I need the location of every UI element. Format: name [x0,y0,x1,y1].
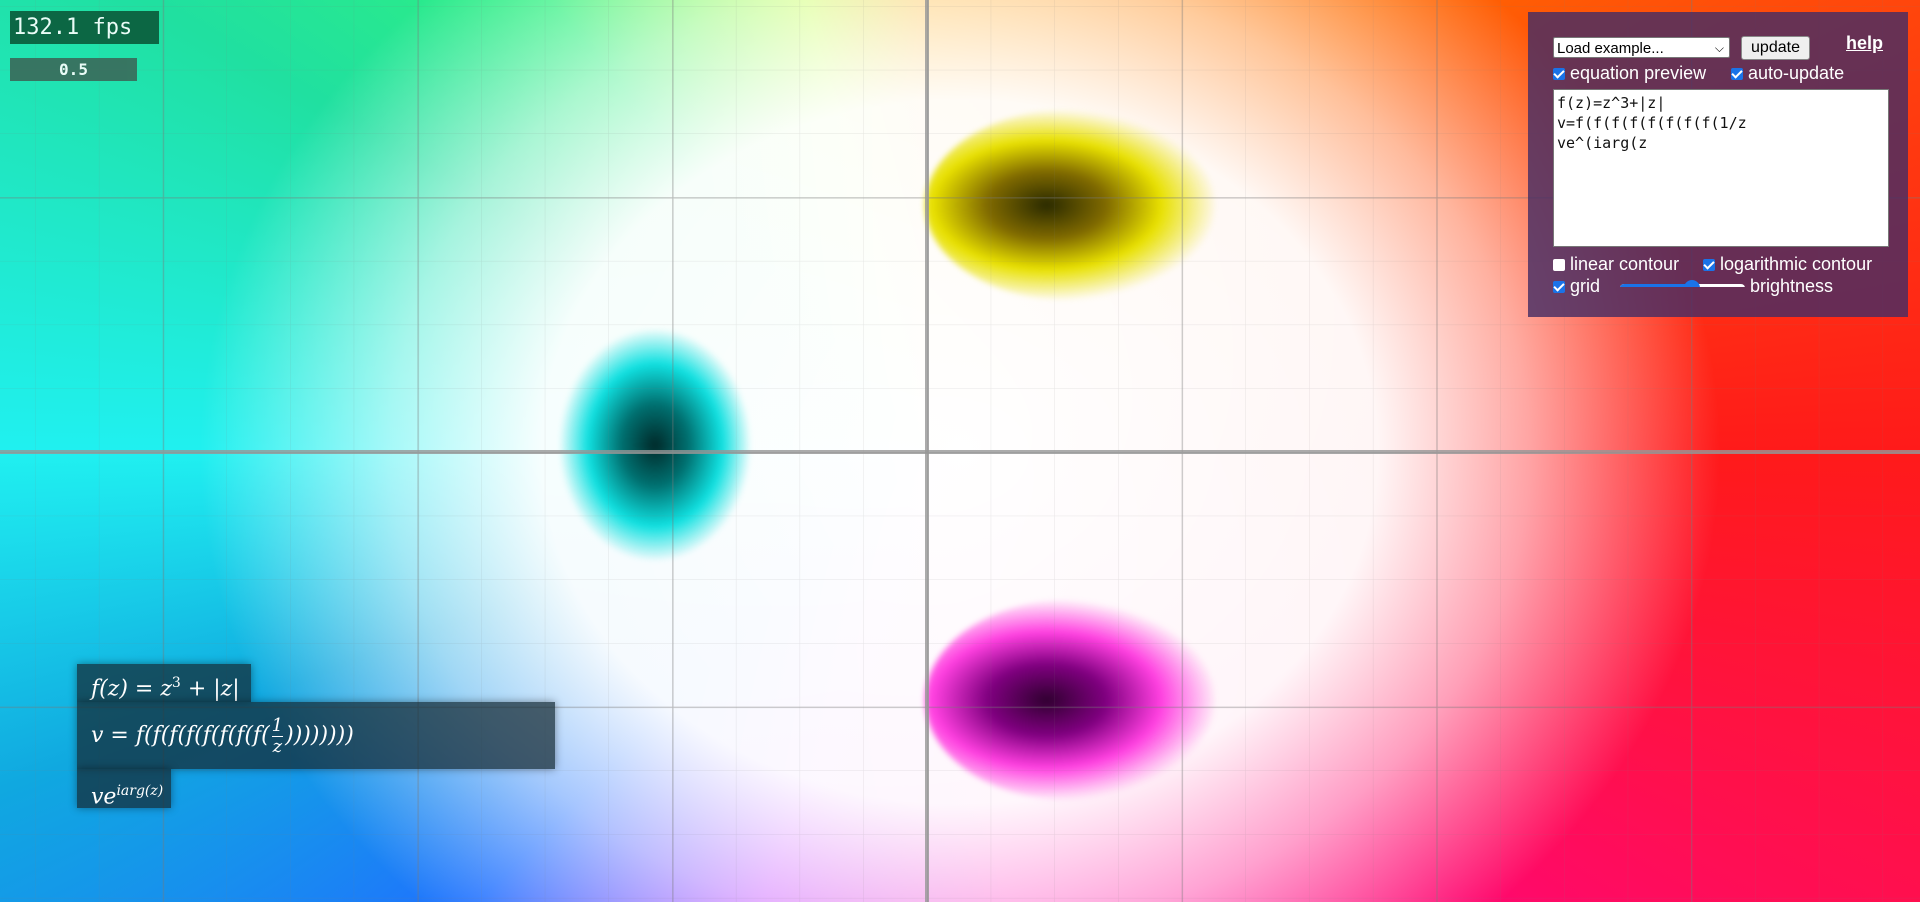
code-editor[interactable]: f(z)=z^3+|z| v=f(f(f(f(f(f(f(f(1/z ve^(i… [1553,89,1889,247]
text: 3 [171,675,181,691]
track-fill [1620,284,1692,287]
label: linear contour [1570,254,1680,274]
brightness-slider[interactable] [1620,279,1745,287]
grid-toggle[interactable]: grid [1553,276,1600,297]
select-label: Load example... [1557,40,1664,57]
text: iarg(z) [116,783,164,799]
denominator: z [272,735,283,757]
label: equation preview [1570,63,1707,83]
text: v = f(f(f(f(f(f(f(f( [91,723,270,748]
label: auto-update [1748,63,1845,83]
brightness-label: brightness [1750,276,1834,296]
auto-update-toggle[interactable]: auto-update [1731,63,1844,84]
value-slider[interactable]: 0.5 [10,58,137,81]
linear-contour-toggle[interactable]: linear contour [1553,254,1679,275]
control-panel: Load example... ⌵ update help equation pr… [1528,12,1908,317]
text: )))))))) [285,723,354,748]
thumb [1684,280,1700,287]
code-line: f(z)=z^3+|z| [1557,94,1666,112]
preview-line: v = f(f(f(f(f(f(f(f(1 z)))))))) [77,702,555,769]
code-line: v=f(f(f(f(f(f(f(f(1/z [1557,114,1747,132]
preview-line: veiarg(z) [77,769,171,810]
text: + |z| [180,676,240,702]
update-button[interactable]: update [1741,36,1810,60]
label: logarithmic contour [1720,254,1873,274]
text: f(z) = z [91,676,172,702]
code-line: ve^(iarg(z [1557,134,1648,152]
example-select[interactable]: Load example... ⌵ [1553,37,1730,58]
help-link[interactable]: help [1846,33,1884,53]
text: ve [91,784,117,810]
equation-preview-toggle[interactable]: equation preview [1553,63,1706,84]
numerator: 1 [271,714,284,737]
preview-line: f(z) = z3 + |z| [77,664,251,702]
label: grid [1570,276,1601,296]
log-contour-toggle[interactable]: logarithmic contour [1703,254,1872,275]
fps-counter: 132.1 fps [10,11,159,44]
